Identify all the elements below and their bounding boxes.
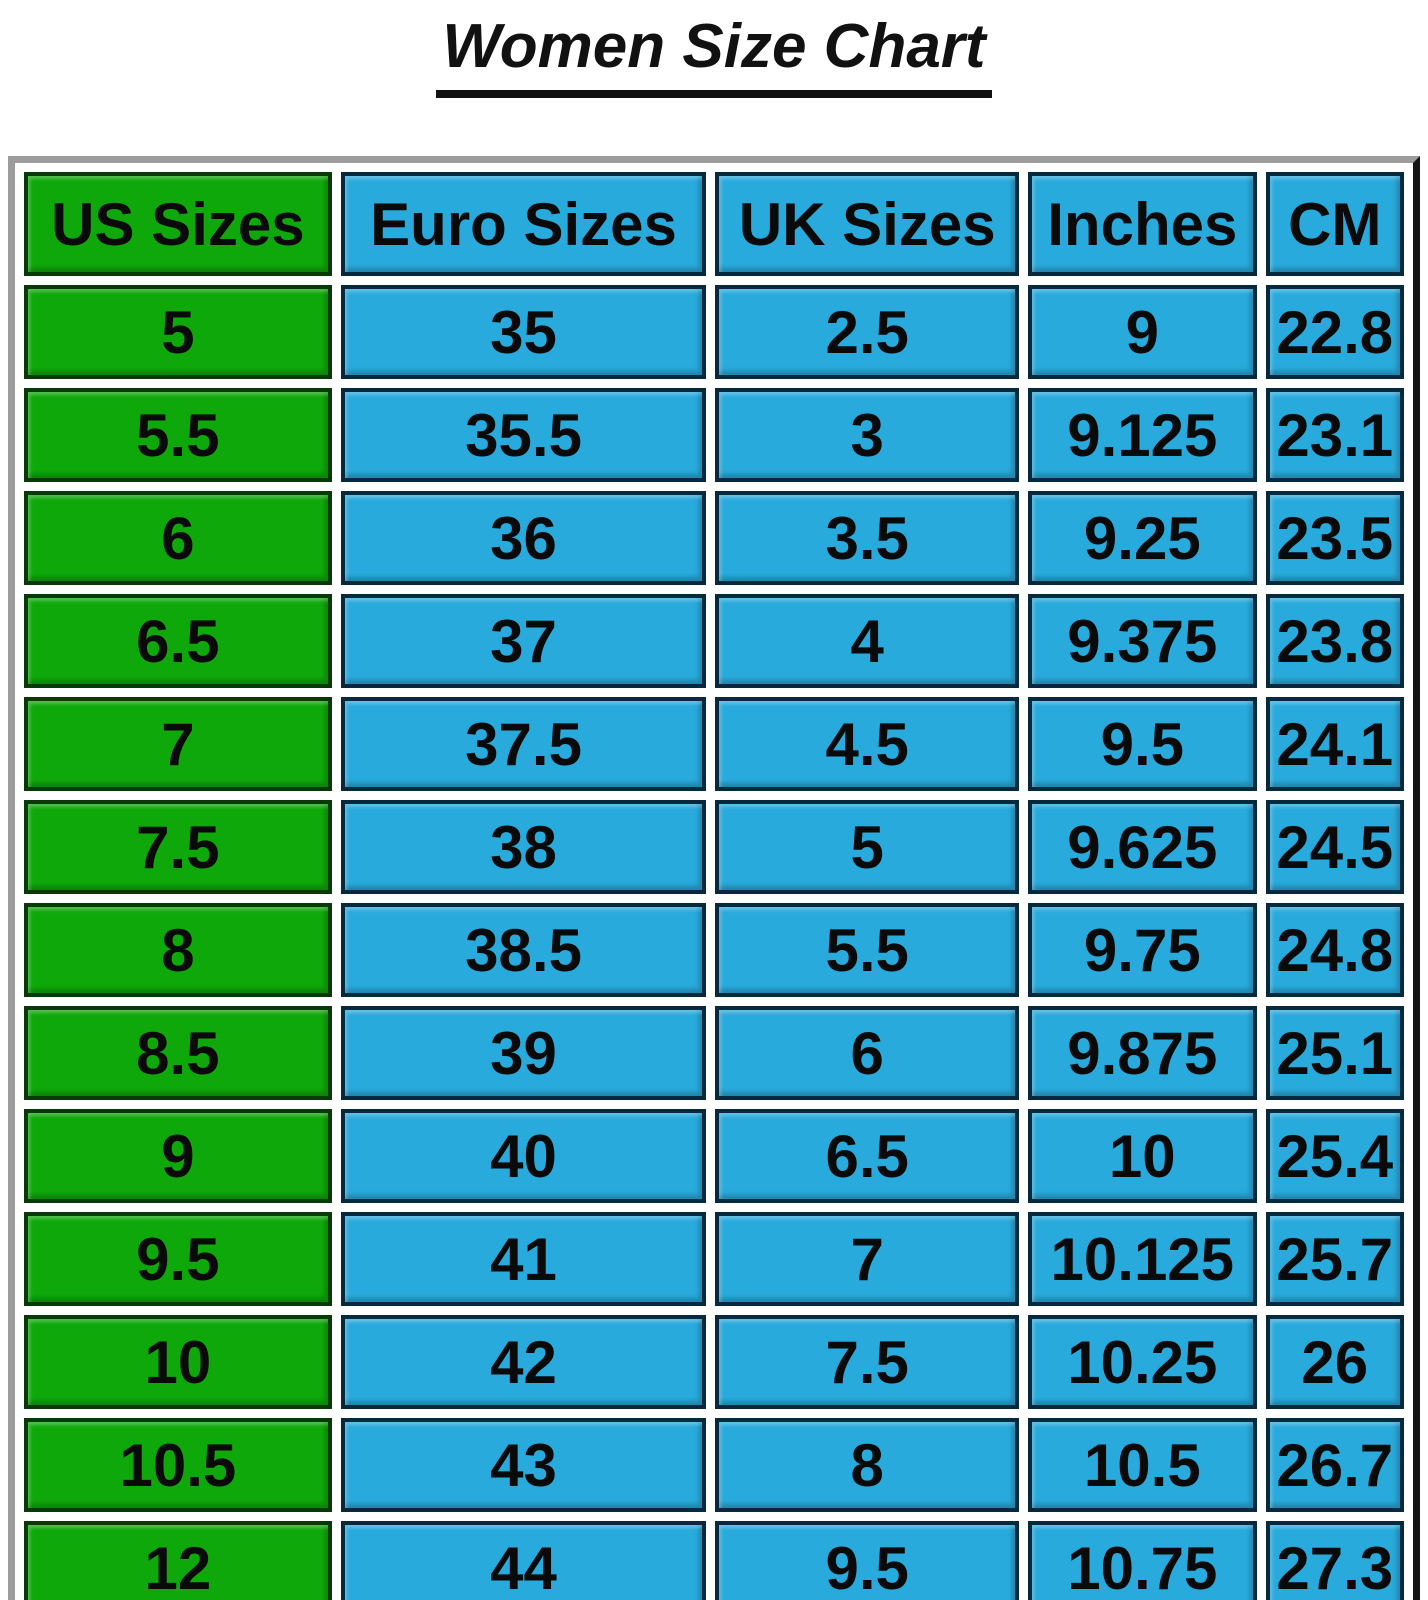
cell-uk-size: 5 (715, 800, 1020, 894)
cell-us-size: 8.5 (24, 1006, 332, 1100)
cell-us-size: 7 (24, 697, 332, 791)
cell-us-size: 9.5 (24, 1212, 332, 1306)
cell-inches: 10.125 (1028, 1212, 1257, 1306)
cell-cm: 26.7 (1265, 1418, 1404, 1512)
cell-cm: 23.5 (1265, 491, 1404, 585)
cell-uk-size: 4 (715, 594, 1020, 688)
table-row: 10.5 43 8 10.5 26.7 (24, 1418, 1404, 1512)
cell-uk-size: 5.5 (715, 903, 1020, 997)
table-row: 5 35 2.5 9 22.8 (24, 285, 1404, 379)
cell-uk-size: 2.5 (715, 285, 1020, 379)
header-cm: CM (1265, 172, 1404, 276)
cell-cm: 24.1 (1265, 697, 1404, 791)
cell-inches: 9.875 (1028, 1006, 1257, 1100)
cell-cm: 22.8 (1265, 285, 1404, 379)
cell-cm: 24.5 (1265, 800, 1404, 894)
size-chart-table: US Sizes Euro Sizes UK Sizes Inches CM 5… (15, 163, 1413, 1600)
cell-uk-size: 3 (715, 388, 1020, 482)
cell-inches: 9.25 (1028, 491, 1257, 585)
header-inches: Inches (1028, 172, 1257, 276)
cell-euro-size: 36 (340, 491, 707, 585)
cell-euro-size: 35 (340, 285, 707, 379)
cell-cm: 26 (1265, 1315, 1404, 1409)
cell-uk-size: 6.5 (715, 1109, 1020, 1203)
cell-us-size: 10 (24, 1315, 332, 1409)
cell-us-size: 5.5 (24, 388, 332, 482)
cell-euro-size: 44 (340, 1521, 707, 1600)
cell-us-size: 10.5 (24, 1418, 332, 1512)
cell-uk-size: 3.5 (715, 491, 1020, 585)
cell-cm: 25.7 (1265, 1212, 1404, 1306)
cell-cm: 24.8 (1265, 903, 1404, 997)
table-row: 12 44 9.5 10.75 27.3 (24, 1521, 1404, 1600)
header-us-sizes: US Sizes (24, 172, 332, 276)
cell-us-size: 8 (24, 903, 332, 997)
cell-inches: 9.375 (1028, 594, 1257, 688)
cell-cm: 27.3 (1265, 1521, 1404, 1600)
table-row: 10 42 7.5 10.25 26 (24, 1315, 1404, 1409)
size-rows: 5 35 2.5 9 22.8 5.5 35.5 3 9.125 23.1 6 36 3.5 9.25 23… (24, 285, 1404, 1600)
size-chart-frame: US Sizes Euro Sizes UK Sizes Inches CM 5… (8, 156, 1420, 1600)
cell-inches: 9 (1028, 285, 1257, 379)
table-row: 6.5 37 4 9.375 23.8 (24, 594, 1404, 688)
cell-cm: 23.8 (1265, 594, 1404, 688)
cell-us-size: 9 (24, 1109, 332, 1203)
cell-inches: 10.5 (1028, 1418, 1257, 1512)
cell-cm: 25.4 (1265, 1109, 1404, 1203)
cell-inches: 9.125 (1028, 388, 1257, 482)
table-row: 9 40 6.5 10 25.4 (24, 1109, 1404, 1203)
cell-euro-size: 43 (340, 1418, 707, 1512)
cell-euro-size: 40 (340, 1109, 707, 1203)
table-row: 5.5 35.5 3 9.125 23.1 (24, 388, 1404, 482)
cell-us-size: 6.5 (24, 594, 332, 688)
cell-inches: 9.5 (1028, 697, 1257, 791)
header-uk-sizes: UK Sizes (715, 172, 1020, 276)
cell-uk-size: 4.5 (715, 697, 1020, 791)
cell-inches: 10 (1028, 1109, 1257, 1203)
table-row: 7 37.5 4.5 9.5 24.1 (24, 697, 1404, 791)
cell-euro-size: 38.5 (340, 903, 707, 997)
cell-cm: 25.1 (1265, 1006, 1404, 1100)
cell-us-size: 6 (24, 491, 332, 585)
cell-cm: 23.1 (1265, 388, 1404, 482)
page-title: Women Size Chart (0, 8, 1428, 98)
cell-inches: 10.25 (1028, 1315, 1257, 1409)
cell-uk-size: 7 (715, 1212, 1020, 1306)
table-row: 8 38.5 5.5 9.75 24.8 (24, 903, 1404, 997)
table-row: 8.5 39 6 9.875 25.1 (24, 1006, 1404, 1100)
cell-us-size: 5 (24, 285, 332, 379)
header-euro-sizes: Euro Sizes (340, 172, 707, 276)
cell-euro-size: 37 (340, 594, 707, 688)
table-row: 9.5 41 7 10.125 25.7 (24, 1212, 1404, 1306)
cell-euro-size: 37.5 (340, 697, 707, 791)
cell-inches: 9.625 (1028, 800, 1257, 894)
cell-inches: 9.75 (1028, 903, 1257, 997)
cell-uk-size: 7.5 (715, 1315, 1020, 1409)
cell-uk-size: 9.5 (715, 1521, 1020, 1600)
cell-uk-size: 6 (715, 1006, 1020, 1100)
table-row: 6 36 3.5 9.25 23.5 (24, 491, 1404, 585)
table-row: 7.5 38 5 9.625 24.5 (24, 800, 1404, 894)
cell-euro-size: 35.5 (340, 388, 707, 482)
cell-euro-size: 41 (340, 1212, 707, 1306)
cell-euro-size: 39 (340, 1006, 707, 1100)
cell-euro-size: 38 (340, 800, 707, 894)
cell-uk-size: 8 (715, 1418, 1020, 1512)
cell-inches: 10.75 (1028, 1521, 1257, 1600)
cell-euro-size: 42 (340, 1315, 707, 1409)
page-title-text: Women Size Chart (436, 8, 992, 98)
cell-us-size: 12 (24, 1521, 332, 1600)
cell-us-size: 7.5 (24, 800, 332, 894)
header-row: US Sizes Euro Sizes UK Sizes Inches CM (24, 172, 1404, 276)
